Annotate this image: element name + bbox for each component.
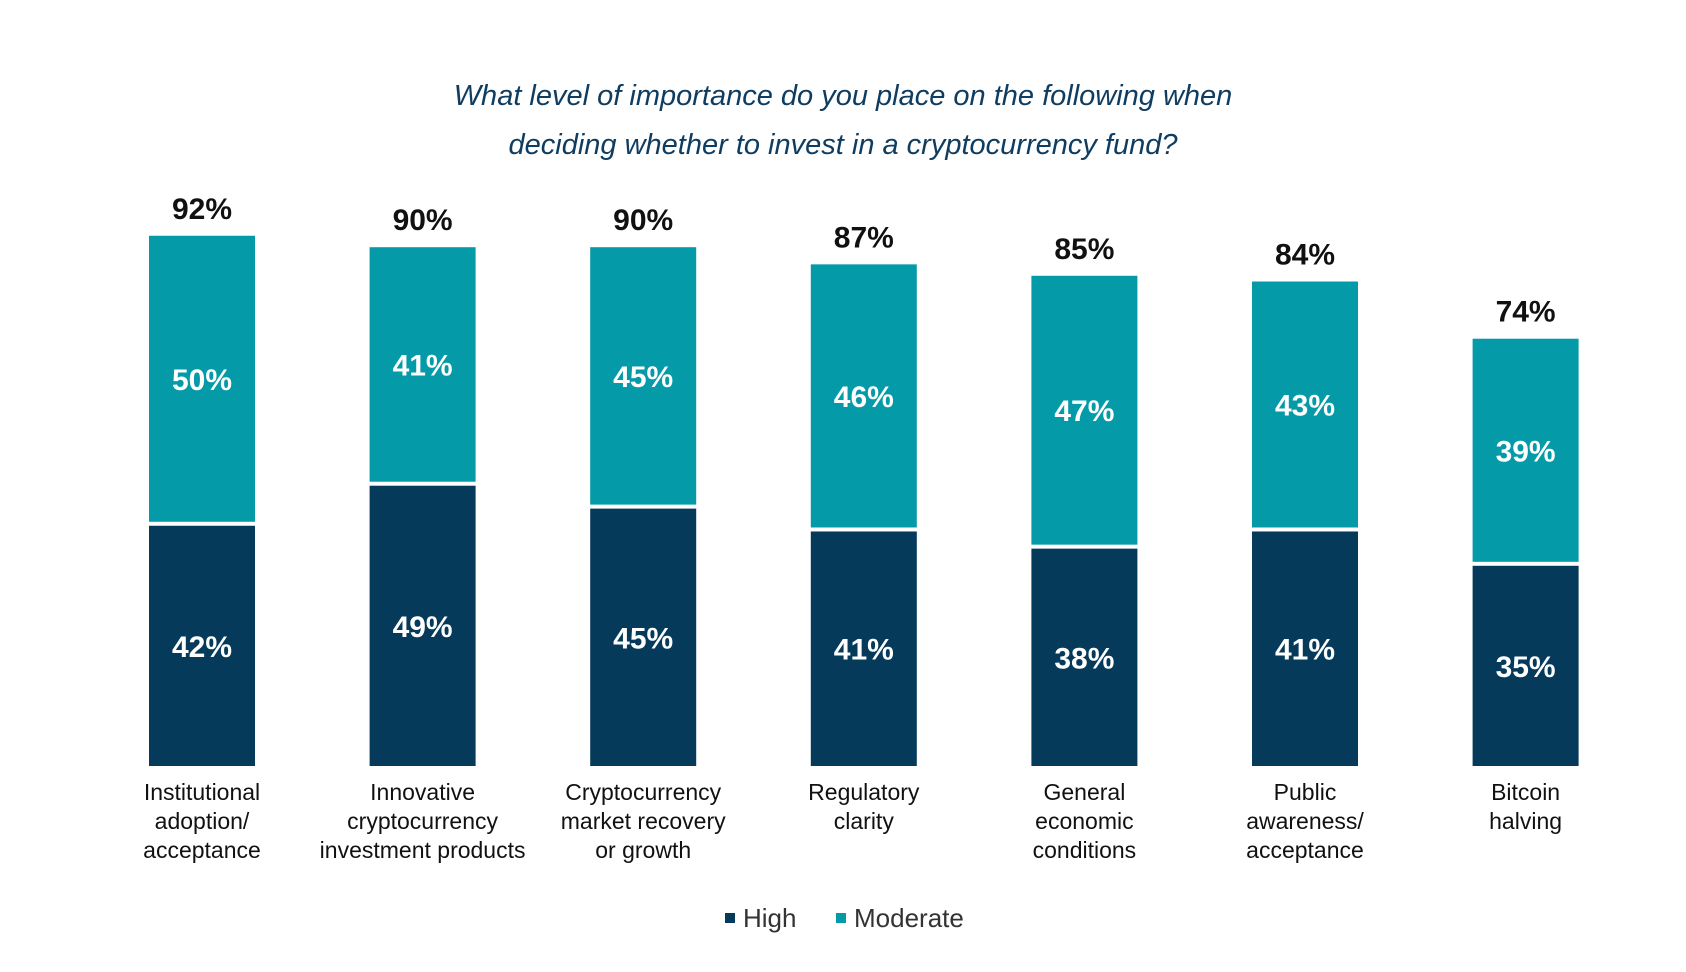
- bar-high-4: [810, 531, 917, 766]
- label-high-7: 35%: [1496, 651, 1556, 684]
- bar-moderate-1: [149, 235, 255, 522]
- category-label-line: investment products: [320, 837, 526, 863]
- bar-high-5: [1031, 548, 1138, 766]
- category-label-line: Public: [1274, 779, 1337, 805]
- label-high-2: 49%: [393, 611, 453, 644]
- bar-moderate-6: [1252, 281, 1358, 528]
- category-label-6: Public awareness/acceptance: [1246, 779, 1364, 863]
- total-label-4: 87%: [834, 221, 894, 254]
- bar-high-6: [1252, 531, 1358, 766]
- total-label-1: 92%: [172, 193, 232, 226]
- category-label-line: acceptance: [143, 837, 261, 863]
- category-label-line: Regulatory: [808, 779, 920, 805]
- legend-label-high: High: [743, 903, 796, 933]
- bar-high-7: [1472, 565, 1579, 766]
- total-label-6: 84%: [1275, 239, 1335, 272]
- legend-swatch-high: [725, 913, 735, 923]
- total-label-7: 74%: [1496, 296, 1556, 329]
- category-label-line: halving: [1489, 808, 1562, 834]
- bar-moderate-4: [810, 264, 917, 528]
- category-label-7: Bitcoin halving: [1489, 779, 1562, 834]
- category-label-1: Institutional adoption/acceptance: [143, 779, 261, 863]
- category-labels: Institutional adoption/acceptance Innovati…: [143, 779, 1562, 863]
- label-high-5: 38%: [1054, 642, 1114, 675]
- category-label-line: cryptocurrency: [347, 808, 498, 834]
- category-label-line: Bitcoin: [1491, 779, 1560, 805]
- bars: 42% 50% 49% 41% 45% 45% 41% 46% 38% 47% 41% 43% 35% 3…: [149, 235, 1579, 766]
- category-label-line: market recovery: [561, 808, 726, 834]
- category-label-line: conditions: [1033, 837, 1137, 863]
- category-label-line: awareness/: [1246, 808, 1364, 834]
- category-label-4: Regulatory clarity: [808, 779, 920, 834]
- legend-label-moderate: Moderate: [854, 903, 964, 933]
- bar-moderate-3: [590, 247, 697, 505]
- label-moderate-7: 39%: [1496, 435, 1556, 468]
- legend: High Moderate: [725, 903, 964, 933]
- category-label-line: General: [1043, 779, 1125, 805]
- label-moderate-4: 46%: [834, 381, 894, 414]
- chart-title-line-1: What level of importance do you place on…: [454, 80, 1233, 112]
- label-high-1: 42%: [172, 631, 232, 664]
- total-label-5: 85%: [1054, 233, 1114, 266]
- category-label-line: adoption/: [155, 808, 250, 834]
- category-label-5: General economic conditions: [1033, 779, 1137, 863]
- category-label-line: clarity: [834, 808, 895, 834]
- bar-high-2: [369, 485, 476, 766]
- chart-title: What level of importance do you place on…: [454, 80, 1233, 161]
- label-moderate-1: 50%: [172, 364, 232, 397]
- total-label-2: 90%: [393, 204, 453, 237]
- label-moderate-6: 43%: [1275, 390, 1335, 423]
- category-label-line: Innovative: [370, 779, 475, 805]
- label-moderate-2: 41%: [393, 349, 453, 382]
- total-label-3: 90%: [613, 204, 673, 237]
- category-label-line: economic: [1035, 808, 1133, 834]
- category-label-2: Innovative cryptocurrency investment produ…: [320, 779, 526, 863]
- category-label-line: Cryptocurrency: [565, 779, 721, 805]
- label-moderate-5: 47%: [1054, 395, 1114, 428]
- chart-title-line-2: deciding whether to invest in a cryptocu…: [509, 129, 1179, 161]
- legend-swatch-moderate: [836, 913, 846, 923]
- label-moderate-3: 45%: [613, 361, 673, 394]
- label-high-4: 41%: [834, 634, 894, 667]
- category-label-line: or growth: [595, 837, 691, 863]
- label-high-3: 45%: [613, 622, 673, 655]
- bar-high-3: [590, 508, 697, 766]
- label-high-6: 41%: [1275, 634, 1335, 667]
- category-label-3: Cryptocurrency market recovery or growth: [561, 779, 726, 863]
- category-label-line: acceptance: [1246, 837, 1364, 863]
- bar-moderate-2: [369, 247, 476, 482]
- category-label-line: Institutional: [144, 779, 260, 805]
- total-labels: 92% 90% 90% 87% 85% 84% 74%: [172, 193, 1556, 329]
- bar-high-1: [149, 525, 255, 766]
- bar-moderate-7: [1472, 338, 1579, 562]
- bar-moderate-5: [1031, 275, 1138, 545]
